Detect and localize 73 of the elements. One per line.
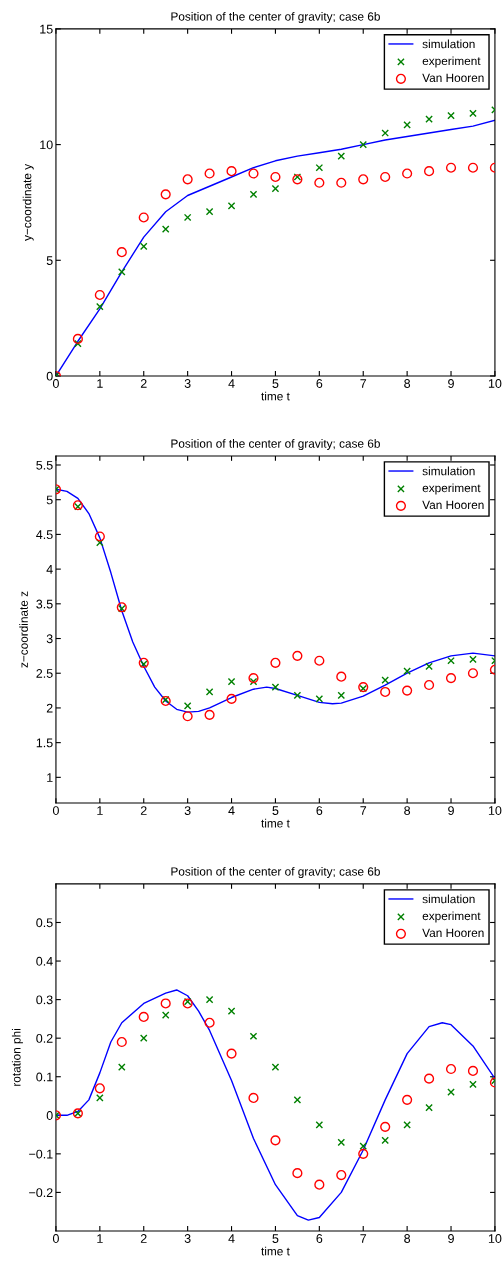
- y-tick-label: 0: [46, 1111, 53, 1120]
- x-tick-label: 3: [184, 806, 191, 815]
- x-tick-label: 1: [97, 1234, 103, 1243]
- x-tick-label: 1: [97, 806, 103, 815]
- y-axis-title: y−coordinate y: [22, 163, 34, 241]
- y-tick-label: 15: [40, 24, 53, 34]
- y-tick-label: 0.4: [36, 956, 53, 966]
- chart-title: Position of the center of gravity; case 6b: [171, 867, 380, 879]
- y-tick-label: 0.3: [36, 995, 53, 1005]
- x-tick-label: 3: [184, 379, 191, 388]
- legend-label: Van Hooren: [422, 500, 484, 510]
- legend-label: Van Hooren: [422, 73, 484, 83]
- y-tick-label: 3.5: [36, 599, 53, 609]
- x-tick-label: 4: [228, 806, 235, 815]
- x-tick-label: 8: [404, 379, 411, 388]
- legend-label: simulation: [422, 39, 475, 49]
- x-tick-label: 2: [140, 379, 147, 388]
- y-tick-label: 5.5: [36, 460, 53, 470]
- x-tick-label: 0: [52, 806, 59, 815]
- legend-label: experiment: [422, 911, 481, 923]
- y-tick-label: 4.5: [36, 530, 53, 540]
- x-tick-label: 10: [488, 379, 502, 388]
- y-tick-label: 10: [40, 140, 53, 150]
- y-tick-label: 5: [46, 256, 53, 265]
- y-tick-label: 4: [46, 565, 53, 574]
- x-tick-label: 8: [404, 806, 411, 815]
- y-tick-label: −0.1: [29, 1149, 53, 1159]
- legend-label: experiment: [422, 483, 481, 495]
- x-axis-title: time t: [261, 391, 290, 401]
- x-tick-label: 10: [488, 1234, 502, 1243]
- y-tick-label: 0.5: [36, 918, 53, 928]
- y-tick-label: 3: [46, 634, 53, 644]
- x-tick-label: 4: [228, 379, 235, 388]
- y-axis-title: z−coordinate z: [19, 591, 28, 668]
- chart-title: Position of the center of gravity; case 6b: [171, 439, 380, 451]
- x-tick-label: 6: [316, 1234, 323, 1243]
- y-tick-label: 1: [47, 773, 53, 782]
- x-tick-label: 6: [316, 379, 323, 388]
- x-tick-label: 10: [488, 806, 502, 815]
- legend-label: experiment: [422, 56, 481, 68]
- x-tick-label: 7: [360, 379, 367, 388]
- x-axis-title: time t: [261, 818, 290, 828]
- y-tick-label: 2.5: [36, 669, 53, 678]
- legend-label: simulation: [422, 894, 475, 904]
- x-tick-label: 7: [360, 806, 367, 815]
- legend-label: Van Hooren: [422, 928, 484, 938]
- y-tick-label: 1.5: [36, 738, 53, 748]
- chart-title: Position of the center of gravity; case 6b: [171, 12, 380, 24]
- y-tick-label: 0.1: [36, 1072, 53, 1082]
- x-tick-label: 2: [140, 806, 147, 815]
- y-tick-label: 2: [46, 703, 53, 713]
- x-tick-label: 5: [272, 1234, 279, 1243]
- x-tick-label: 9: [448, 379, 454, 388]
- y-tick-label: 5: [46, 495, 53, 505]
- x-tick-label: 9: [448, 1234, 454, 1243]
- legend-label: simulation: [422, 466, 475, 476]
- y-tick-label: 0: [46, 371, 53, 381]
- x-tick-label: 4: [228, 1234, 235, 1243]
- y-tick-label: 0.2: [36, 1033, 53, 1043]
- x-tick-label: 7: [360, 1234, 367, 1243]
- x-tick-label: 5: [272, 806, 279, 815]
- x-tick-label: 6: [316, 806, 323, 815]
- x-tick-label: 2: [140, 1234, 147, 1243]
- x-axis-title: time t: [261, 1246, 290, 1256]
- x-tick-label: 3: [184, 1234, 191, 1243]
- x-tick-label: 9: [448, 806, 454, 815]
- x-tick-label: 5: [272, 379, 279, 388]
- y-tick-label: −0.2: [29, 1188, 53, 1198]
- x-tick-label: 1: [97, 379, 103, 388]
- x-tick-label: 0: [52, 1234, 59, 1243]
- y-axis-title: rotation phi: [11, 1029, 23, 1086]
- x-tick-label: 8: [404, 1234, 411, 1243]
- x-tick-label: 0: [52, 379, 59, 388]
